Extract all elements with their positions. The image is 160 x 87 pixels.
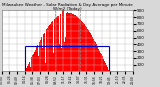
Bar [45, 63, 46, 71]
Bar [73, 14, 74, 71]
Bar [70, 13, 71, 71]
Bar [72, 14, 73, 71]
Bar [65, 37, 66, 71]
Bar [55, 18, 56, 71]
Bar [60, 14, 61, 71]
Bar [40, 39, 41, 71]
Bar [107, 67, 108, 71]
Bar [50, 24, 51, 71]
Bar [94, 41, 95, 71]
Bar [28, 64, 29, 71]
Bar [61, 14, 62, 71]
Bar [57, 16, 58, 71]
Bar [80, 20, 81, 71]
Bar [39, 42, 40, 71]
Bar [66, 13, 67, 71]
Bar [44, 33, 45, 71]
Bar [31, 57, 32, 71]
Bar [87, 28, 88, 71]
Bar [33, 54, 34, 71]
Bar [104, 61, 105, 71]
Bar [25, 70, 26, 71]
Bar [34, 52, 35, 71]
Bar [101, 54, 102, 71]
Bar [90, 33, 91, 71]
Bar [37, 45, 38, 71]
Bar [46, 29, 47, 71]
Bar [98, 49, 99, 71]
Bar [81, 21, 82, 71]
Bar [67, 12, 68, 71]
Bar [78, 18, 79, 71]
Bar [84, 24, 85, 71]
Bar [108, 70, 109, 71]
Bar [63, 10, 64, 71]
Bar [41, 37, 42, 71]
Bar [91, 35, 92, 71]
Bar [83, 23, 84, 71]
Bar [48, 26, 49, 71]
Bar [62, 10, 63, 71]
Bar [103, 59, 104, 71]
Bar [89, 32, 90, 71]
Bar [71, 13, 72, 71]
Bar [32, 55, 33, 71]
Bar [52, 21, 53, 71]
Bar [86, 27, 87, 71]
Bar [43, 34, 44, 71]
Bar [92, 37, 93, 71]
Bar [59, 44, 60, 71]
Bar [30, 68, 31, 71]
Bar [56, 17, 57, 71]
Bar [102, 56, 103, 71]
Bar [74, 15, 75, 71]
Bar [106, 65, 107, 71]
Bar [105, 63, 106, 71]
Bar [99, 51, 100, 71]
Bar [29, 62, 30, 71]
Bar [58, 16, 59, 71]
Bar [76, 16, 77, 71]
Text: Milwaukee Weather - Solar Radiation & Day Average per Minute W/m2 (Today): Milwaukee Weather - Solar Radiation & Da… [2, 3, 133, 11]
Bar [69, 13, 70, 71]
Bar [26, 68, 27, 71]
Bar [42, 48, 43, 71]
Bar [35, 50, 36, 71]
Bar [100, 53, 101, 71]
Bar [38, 56, 39, 71]
Bar [51, 54, 52, 71]
Bar [93, 39, 94, 71]
Bar [49, 25, 50, 71]
Bar [47, 28, 48, 71]
Bar [88, 30, 89, 71]
Bar [97, 47, 98, 71]
Bar [85, 26, 86, 71]
Bar [27, 66, 28, 71]
Bar [75, 15, 76, 71]
Bar [36, 47, 37, 71]
Bar [79, 19, 80, 71]
Bar [68, 13, 69, 71]
Bar [95, 42, 96, 71]
Bar [77, 17, 78, 71]
Bar [54, 19, 55, 71]
Bar [53, 53, 54, 71]
Bar [96, 44, 97, 71]
Bar [64, 42, 65, 71]
Bar [82, 22, 83, 71]
